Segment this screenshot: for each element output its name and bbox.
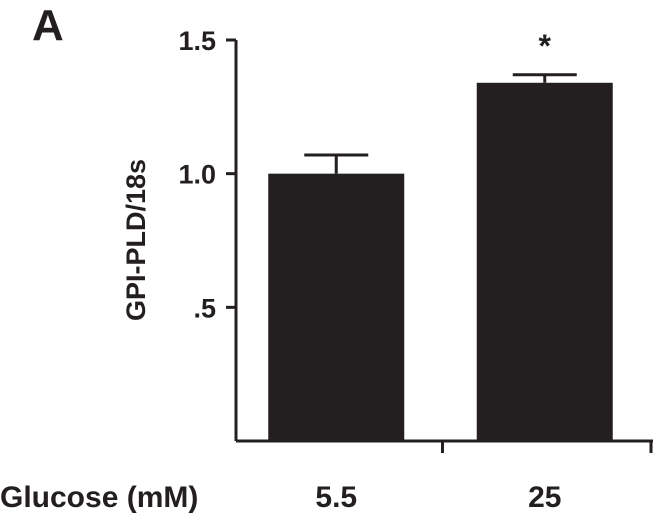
y-tick-label: .5: [193, 293, 216, 323]
significance-marker: *: [539, 28, 552, 64]
x-axis-label: Glucose (mM): [0, 481, 198, 514]
y-axis-label: GPI-PLD/18s: [121, 159, 151, 321]
category-label: 5.5: [315, 481, 357, 514]
bar: [476, 82, 613, 442]
bar: [268, 173, 405, 441]
panel-label: A: [32, 1, 64, 50]
bars: 5.5 25 *: [268, 28, 613, 514]
category-label: 25: [528, 481, 561, 514]
y-tick-label: 1.0: [178, 160, 216, 190]
y-tick-label: 1.5: [178, 26, 216, 56]
